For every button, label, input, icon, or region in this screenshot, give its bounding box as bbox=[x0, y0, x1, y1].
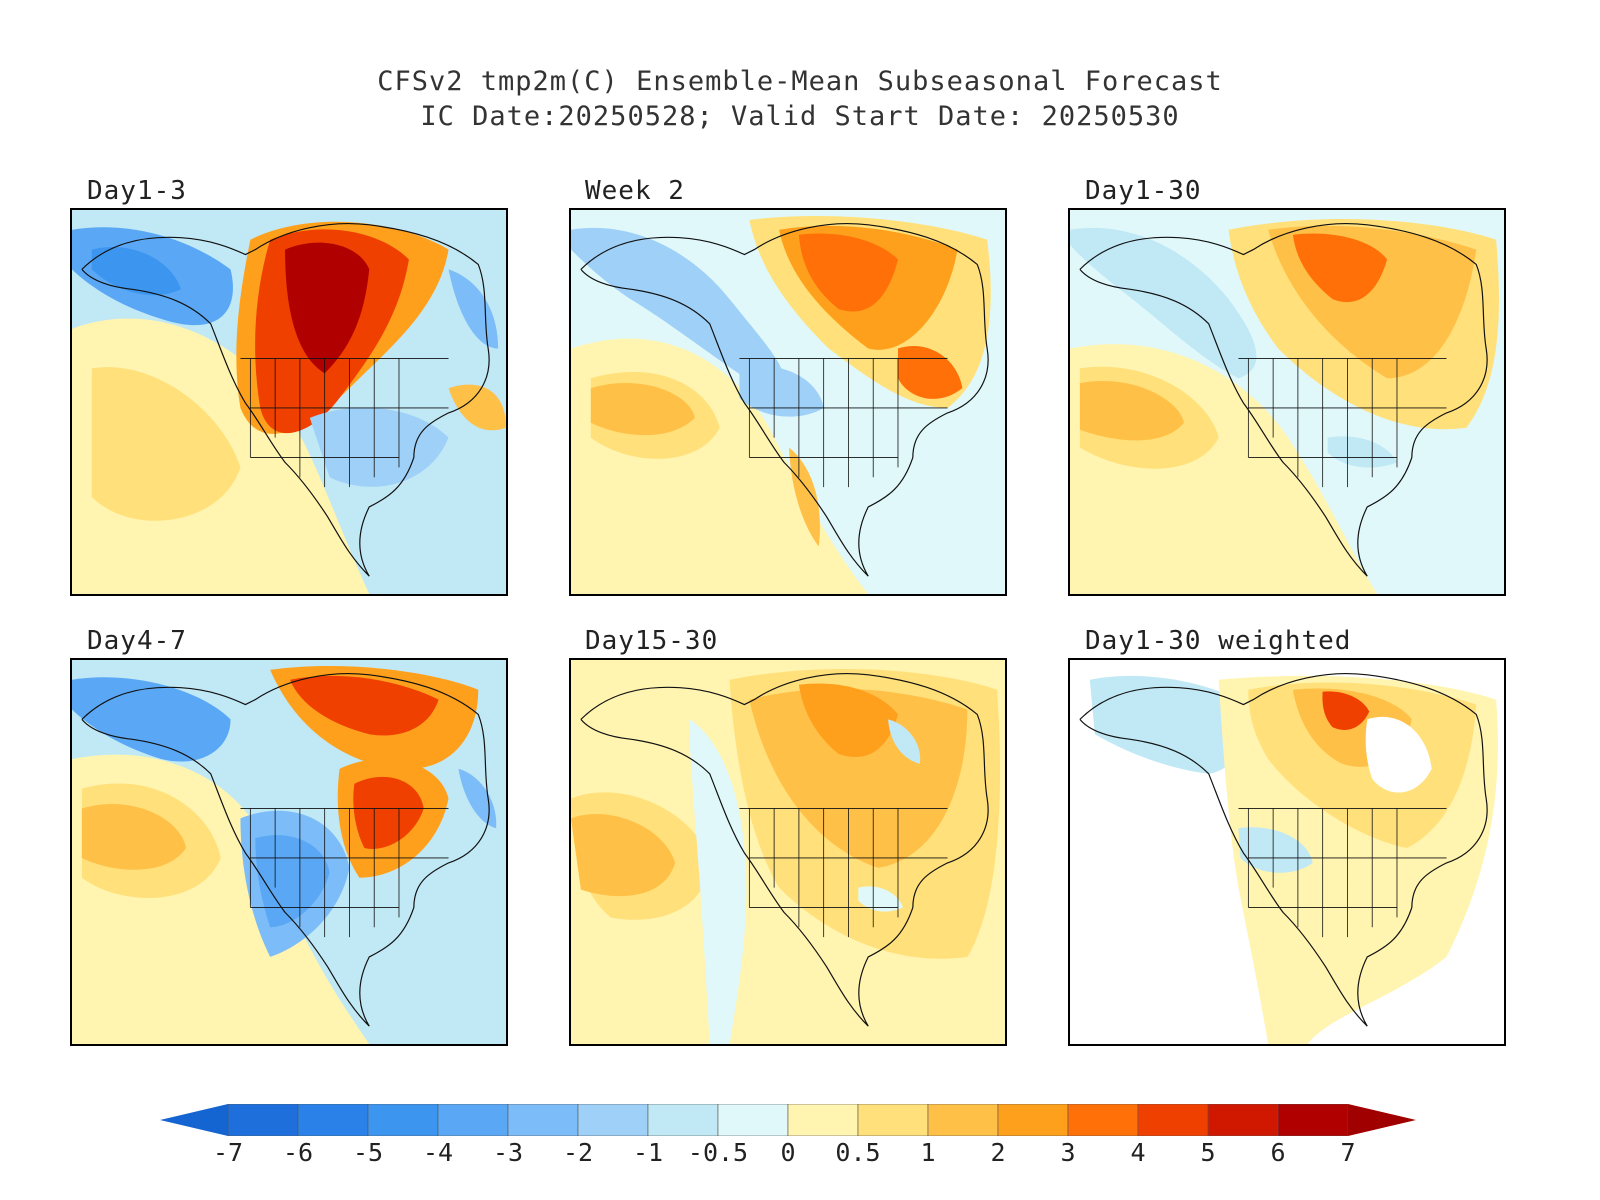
panel-label-week2: Week 2 bbox=[585, 176, 685, 206]
anomaly-region bbox=[1327, 436, 1397, 468]
state-borders bbox=[739, 808, 948, 938]
colorbar-tick-label: 4 bbox=[1130, 1138, 1146, 1167]
map-panel-week2 bbox=[569, 208, 1007, 596]
anomaly-region bbox=[1365, 716, 1432, 793]
colorbar-tick-label: -7 bbox=[212, 1138, 244, 1167]
chart-title: CFSv2 tmp2m(C) Ensemble-Mean Subseasonal… bbox=[377, 66, 1223, 97]
anomaly-region bbox=[81, 804, 186, 870]
colorbar-bin bbox=[787, 1104, 859, 1136]
colorbar-bin bbox=[1207, 1104, 1279, 1136]
anomaly-region bbox=[788, 447, 820, 547]
chart-subtitle: IC Date:20250528; Valid Start Date: 2025… bbox=[420, 101, 1180, 132]
map-panel-day1-30-weighted bbox=[1068, 658, 1506, 1046]
anomaly-region bbox=[448, 384, 506, 431]
anomaly-region bbox=[689, 719, 747, 1044]
anomaly-region bbox=[1238, 827, 1313, 873]
colorbar-bin bbox=[717, 1104, 789, 1136]
anomaly-region bbox=[1089, 675, 1243, 774]
coastline bbox=[81, 672, 490, 1027]
state-borders bbox=[240, 808, 449, 938]
anomaly-region bbox=[897, 345, 963, 399]
colorbar-bin bbox=[367, 1104, 439, 1136]
colorbar-tick-label: -4 bbox=[422, 1138, 454, 1167]
colorbar-bin bbox=[577, 1104, 649, 1136]
anomaly-region bbox=[289, 675, 439, 736]
panel-label-day15-30: Day15-30 bbox=[585, 626, 719, 656]
anomaly-region bbox=[739, 365, 824, 417]
colorbar-tick-label: 1 bbox=[920, 1138, 936, 1167]
coastline bbox=[1079, 222, 1488, 577]
anomaly-region bbox=[749, 688, 968, 868]
colorbar-tick-label: -2 bbox=[562, 1138, 594, 1167]
colorbar-bin bbox=[507, 1104, 579, 1136]
colorbar-bin bbox=[297, 1104, 369, 1136]
colorbar-tick-label: -5 bbox=[352, 1138, 384, 1167]
colorbar-high-arrow bbox=[1348, 1104, 1416, 1136]
anomaly-region bbox=[309, 407, 449, 487]
colorbar-bin bbox=[927, 1104, 999, 1136]
state-borders bbox=[1238, 358, 1447, 488]
colorbar-bin bbox=[227, 1104, 299, 1136]
anomaly-region bbox=[91, 247, 181, 296]
anomaly-region bbox=[1079, 380, 1184, 441]
anomaly-region bbox=[91, 367, 241, 521]
colorbar-tick-label: 7 bbox=[1340, 1138, 1356, 1167]
anomaly-region bbox=[1070, 227, 1257, 379]
colorbar-bin bbox=[647, 1104, 719, 1136]
state-borders bbox=[1238, 808, 1447, 938]
coastline bbox=[580, 672, 989, 1027]
map-panel-day1-30 bbox=[1068, 208, 1506, 596]
map-panel-day1-3 bbox=[70, 208, 508, 596]
colorbar-low-arrow bbox=[160, 1104, 228, 1136]
anomaly-region bbox=[1322, 691, 1370, 730]
panel-label-day4-7: Day4-7 bbox=[87, 626, 187, 656]
anomaly-region bbox=[1292, 233, 1388, 303]
colorbar-bin bbox=[1277, 1104, 1349, 1136]
panel-label-day1-30: Day1-30 bbox=[1085, 176, 1202, 206]
anomaly-region bbox=[285, 242, 370, 374]
colorbar-tick-label: 6 bbox=[1270, 1138, 1286, 1167]
coastline bbox=[580, 222, 989, 577]
colorbar-tick-label: -1 bbox=[632, 1138, 664, 1167]
state-borders bbox=[240, 358, 449, 488]
anomaly-region bbox=[798, 683, 898, 758]
anomaly-region bbox=[590, 383, 695, 436]
colorbar-tick-label: 2 bbox=[990, 1138, 1006, 1167]
anomaly-region bbox=[353, 776, 424, 849]
state-borders bbox=[739, 358, 948, 488]
anomaly-region bbox=[798, 233, 898, 312]
colorbar-bin bbox=[1067, 1104, 1139, 1136]
colorbar-tick-label: -6 bbox=[282, 1138, 314, 1167]
map-panel-day4-7 bbox=[70, 658, 508, 1046]
colorbar-tick-label: 3 bbox=[1060, 1138, 1076, 1167]
colorbar-tick-label: 5 bbox=[1200, 1138, 1216, 1167]
panel-label-day1-30-weighted: Day1-30 weighted bbox=[1085, 626, 1352, 656]
panel-label-day1-3: Day1-3 bbox=[87, 176, 187, 206]
colorbar-tick-label: 0 bbox=[780, 1138, 796, 1167]
colorbar bbox=[160, 1104, 1416, 1136]
coastline bbox=[1079, 672, 1488, 1027]
anomaly-region bbox=[458, 768, 497, 829]
anomaly-region bbox=[571, 813, 676, 897]
colorbar-tick-label: -0.5 bbox=[687, 1138, 749, 1167]
colorbar-bin bbox=[997, 1104, 1069, 1136]
anomaly-region bbox=[888, 719, 921, 764]
colorbar-bin bbox=[437, 1104, 509, 1136]
anomaly-region bbox=[571, 227, 786, 399]
coastline bbox=[81, 222, 490, 577]
anomaly-region bbox=[858, 886, 903, 912]
colorbar-tick-label: -3 bbox=[492, 1138, 524, 1167]
colorbar-bin bbox=[1137, 1104, 1209, 1136]
colorbar-tick-label: 0.5 bbox=[835, 1138, 881, 1167]
map-panel-day15-30 bbox=[569, 658, 1007, 1046]
colorbar-bin bbox=[857, 1104, 929, 1136]
